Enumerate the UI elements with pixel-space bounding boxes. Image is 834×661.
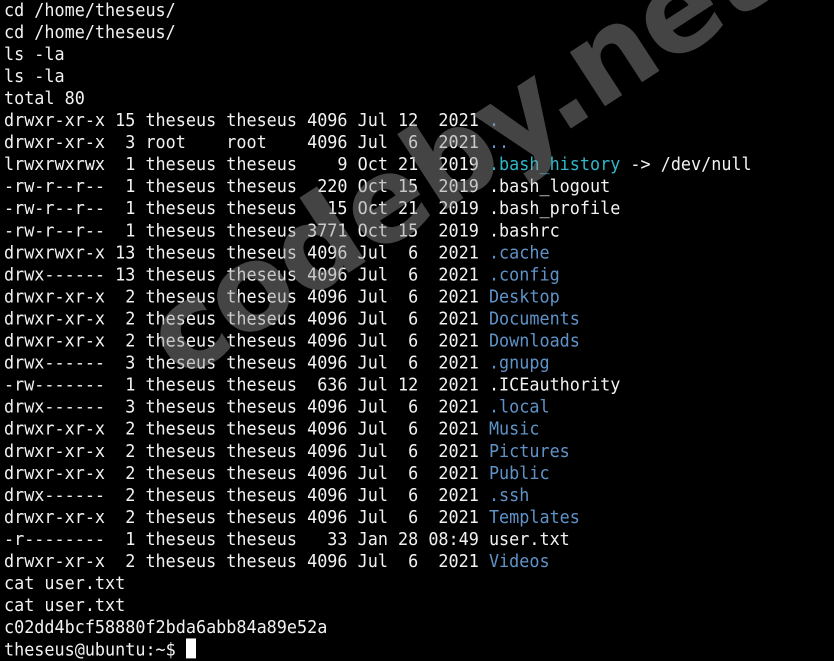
terminal-line: cat user.txt: [4, 594, 752, 616]
terminal-line: ls -la: [4, 65, 752, 87]
directory-name: Downloads: [488, 329, 580, 351]
terminal-line: drwx------ 3 theseus theseus 4096 Jul 6 …: [4, 396, 752, 418]
terminal-text: drwxrwxr-x 13 theseus theseus 4096 Jul 6…: [4, 241, 489, 263]
directory-name: ..: [488, 131, 510, 153]
terminal-text: ls -la: [4, 65, 65, 87]
directory-name: .ssh: [488, 484, 530, 506]
directory-name: Music: [488, 417, 540, 439]
terminal-line: drwxr-xr-x 2 theseus theseus 4096 Jul 6 …: [4, 308, 752, 330]
directory-name: Documents: [488, 307, 580, 329]
directory-name: Templates: [488, 506, 580, 528]
terminal-text: drwxr-xr-x 2 theseus theseus 4096 Jul 6 …: [4, 506, 489, 528]
terminal-line: c02dd4bcf58880f2bda6abb84a89e52a: [4, 616, 752, 638]
terminal-line: drwxr-xr-x 2 theseus theseus 4096 Jul 6 …: [4, 330, 752, 352]
terminal-text: -> /dev/null: [620, 153, 752, 175]
terminal-line: -rw-r--r-- 1 theseus theseus 15 Oct 21 2…: [4, 197, 752, 219]
terminal-text: ls -la: [4, 43, 65, 65]
terminal-text: lrwxrwxrwx 1 theseus theseus 9 Oct 21 20…: [4, 153, 489, 175]
terminal-text: -rw-r--r-- 1 theseus theseus 15 Oct 21 2…: [4, 197, 621, 219]
text-cursor: [185, 638, 196, 659]
terminal-line: cd /home/theseus/: [4, 21, 752, 43]
terminal-line: drwxr-xr-x 2 theseus theseus 4096 Jul 6 …: [4, 506, 752, 528]
terminal-line: drwxr-xr-x 2 theseus theseus 4096 Jul 6 …: [4, 440, 752, 462]
terminal-line: drwxrwxr-x 13 theseus theseus 4096 Jul 6…: [4, 242, 752, 264]
terminal-line: cat user.txt: [4, 572, 752, 594]
symlink-name: .bash_history: [488, 153, 621, 175]
terminal-text: drwxr-xr-x 2 theseus theseus 4096 Jul 6 …: [4, 550, 489, 572]
directory-name: .local: [488, 395, 550, 417]
terminal-line: cd /home/theseus/: [4, 0, 752, 21]
terminal-line: -rw-r--r-- 1 theseus theseus 220 Oct 15 …: [4, 175, 752, 197]
terminal-line: drwxr-xr-x 2 theseus theseus 4096 Jul 6 …: [4, 550, 752, 572]
terminal-text: drwxr-xr-x 2 theseus theseus 4096 Jul 6 …: [4, 329, 489, 351]
terminal-line: drwx------ 2 theseus theseus 4096 Jul 6 …: [4, 484, 752, 506]
terminal-text: drwxr-xr-x 3 root root 4096 Jul 6 2021: [4, 131, 489, 153]
terminal-text: drwx------ 13 theseus theseus 4096 Jul 6…: [4, 263, 489, 285]
terminal-text: drwx------ 3 theseus theseus 4096 Jul 6 …: [4, 351, 489, 373]
directory-name: Videos: [488, 550, 550, 572]
terminal-line: drwx------ 3 theseus theseus 4096 Jul 6 …: [4, 352, 752, 374]
terminal-line: ls -la: [4, 43, 752, 65]
terminal-line: drwxr-xr-x 15 theseus theseus 4096 Jul 1…: [4, 109, 752, 131]
terminal-text: drwxr-xr-x 2 theseus theseus 4096 Jul 6 …: [4, 417, 489, 439]
directory-name: Desktop: [488, 285, 560, 307]
directory-name: .gnupg: [488, 351, 550, 373]
terminal-text: total 80: [4, 87, 85, 109]
terminal-line: drwx------ 13 theseus theseus 4096 Jul 6…: [4, 264, 752, 286]
terminal-text: c02dd4bcf58880f2bda6abb84a89e52a: [4, 616, 328, 638]
terminal-line: total 80: [4, 87, 752, 109]
terminal-text: drwx------ 2 theseus theseus 4096 Jul 6 …: [4, 484, 489, 506]
terminal-line: -rw------- 1 theseus theseus 636 Jul 12 …: [4, 374, 752, 396]
terminal-text: cat user.txt: [4, 594, 126, 616]
terminal-text: drwxr-xr-x 2 theseus theseus 4096 Jul 6 …: [4, 462, 489, 484]
terminal-output[interactable]: cd /home/theseus/cd /home/theseus/ls -la…: [4, 0, 752, 661]
terminal-line: drwxr-xr-x 2 theseus theseus 4096 Jul 6 …: [4, 418, 752, 440]
shell-prompt: theseus@ubuntu:~$: [4, 638, 186, 660]
terminal-line: -rw-r--r-- 1 theseus theseus 3771 Oct 15…: [4, 219, 752, 241]
terminal-text: drwxr-xr-x 2 theseus theseus 4096 Jul 6 …: [4, 439, 489, 461]
directory-name: Pictures: [488, 439, 570, 461]
terminal-text: drwxr-xr-x 15 theseus theseus 4096 Jul 1…: [4, 109, 489, 131]
terminal-text: -rw-r--r-- 1 theseus theseus 3771 Oct 15…: [4, 219, 560, 241]
terminal-line: drwxr-xr-x 3 root root 4096 Jul 6 2021 .…: [4, 131, 752, 153]
terminal-text: -r-------- 1 theseus theseus 33 Jan 28 0…: [4, 528, 570, 550]
terminal-line: drwxr-xr-x 2 theseus theseus 4096 Jul 6 …: [4, 286, 752, 308]
terminal-line: lrwxrwxrwx 1 theseus theseus 9 Oct 21 20…: [4, 153, 752, 175]
terminal-text: -rw------- 1 theseus theseus 636 Jul 12 …: [4, 373, 621, 395]
directory-name: .config: [488, 263, 560, 285]
terminal-text: drwxr-xr-x 2 theseus theseus 4096 Jul 6 …: [4, 285, 489, 307]
terminal-text: cd /home/theseus/: [4, 0, 176, 20]
terminal-text: -rw-r--r-- 1 theseus theseus 220 Oct 15 …: [4, 175, 611, 197]
terminal-text: drwx------ 3 theseus theseus 4096 Jul 6 …: [4, 395, 489, 417]
terminal-line: drwxr-xr-x 2 theseus theseus 4096 Jul 6 …: [4, 462, 752, 484]
terminal-text: drwxr-xr-x 2 theseus theseus 4096 Jul 6 …: [4, 307, 489, 329]
directory-name: .: [488, 109, 500, 131]
terminal-line: -r-------- 1 theseus theseus 33 Jan 28 0…: [4, 528, 752, 550]
directory-name: Public: [488, 462, 550, 484]
directory-name: .cache: [488, 241, 550, 263]
prompt-line[interactable]: theseus@ubuntu:~$: [4, 638, 752, 660]
terminal-text: cd /home/theseus/: [4, 21, 176, 43]
terminal-text: cat user.txt: [4, 572, 126, 594]
